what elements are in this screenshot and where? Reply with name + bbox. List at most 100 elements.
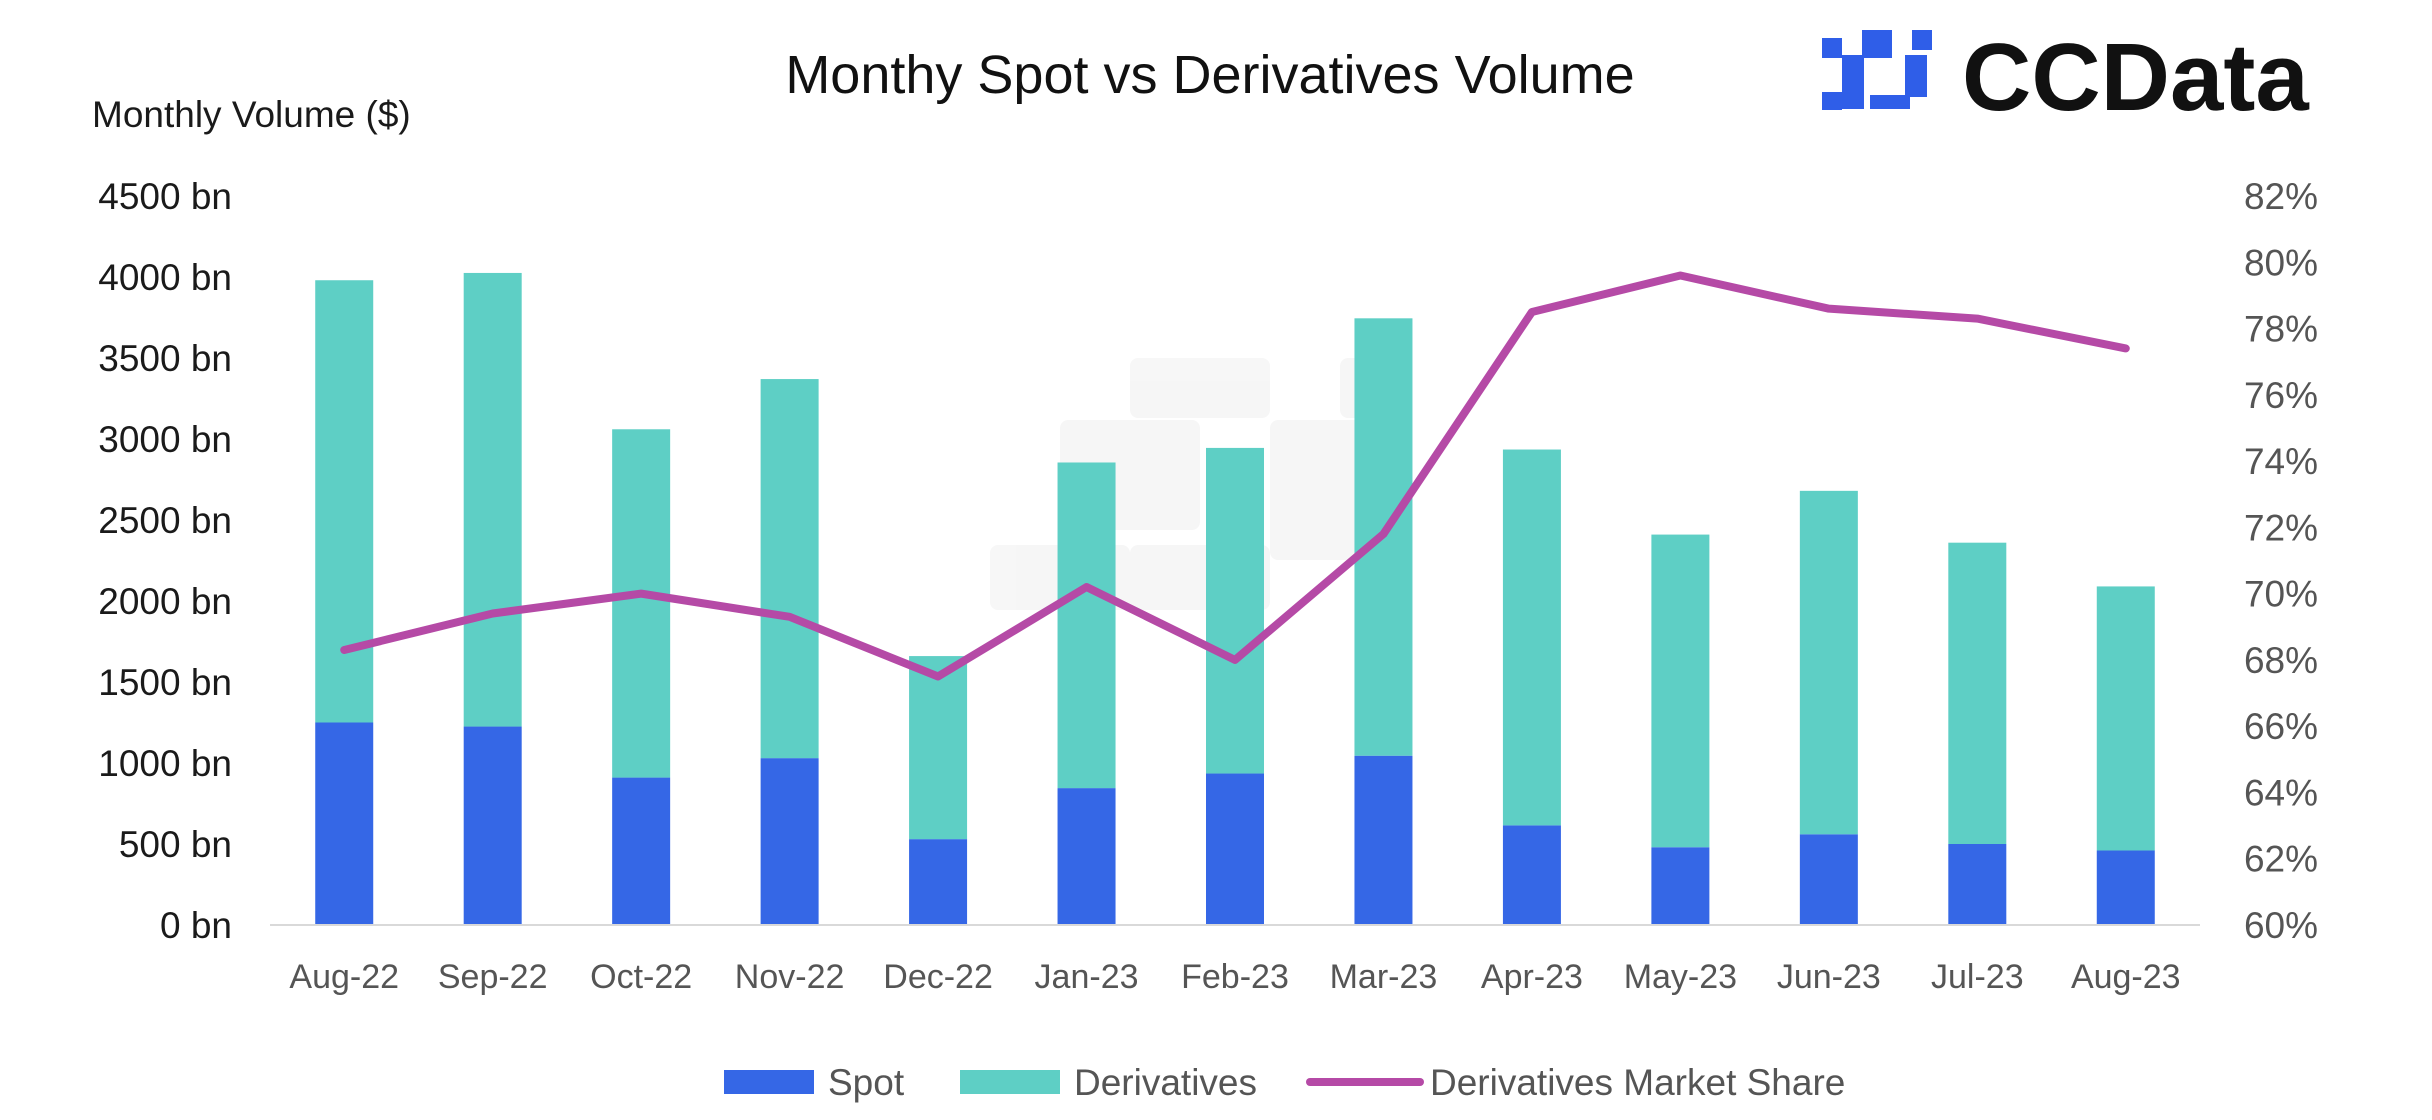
y-tick-label: 2500 bn [98,500,232,541]
logo-pixel [1862,30,1892,58]
market-share-point [492,613,494,615]
market-share-point [1828,308,1830,310]
market-share-point [937,675,939,677]
y-tick-label: 4000 bn [98,257,232,298]
x-tick-label: Sep-22 [438,958,548,996]
y2-tick-label: 60% [2244,905,2318,946]
bar-spot [1799,834,1858,925]
y-axis-title: Monthly Volume ($) [92,94,411,135]
y-tick-label: 4500 bn [98,176,232,217]
market-share-point [1086,586,1088,588]
market-share-point [789,616,791,618]
logo-pixel [1822,38,1842,58]
x-tick-label: Feb-23 [1181,958,1289,996]
x-tick-label: Apr-23 [1481,958,1583,996]
bar-derivatives [1057,462,1116,789]
bar-spot [315,722,374,925]
bar-derivatives [1948,542,2007,844]
bar-spot [463,726,522,925]
legend-label: Derivatives [1074,1062,1257,1103]
logo-pixel [1842,95,1864,109]
bar-spot [1057,788,1116,925]
y2-tick-label: 82% [2244,176,2318,217]
y2-tick-label: 68% [2244,640,2318,681]
bar-derivatives [1502,449,1561,826]
bar-derivatives [2096,586,2155,851]
bar-spot [2096,850,2155,925]
legend-swatch [960,1070,1060,1094]
x-tick-label: Dec-22 [883,958,993,996]
market-share-point [640,593,642,595]
bar-derivatives [612,429,671,778]
x-tick-label: Mar-23 [1330,958,1438,996]
bar-spot [760,758,819,925]
bar-derivatives [1799,490,1858,835]
y-tick-label: 0 bn [160,905,232,946]
bar-derivatives [909,656,968,840]
legend-item: Spot [724,1062,905,1103]
legend-label: Derivatives Market Share [1430,1062,1845,1103]
x-tick-label: Aug-23 [2071,958,2181,996]
x-tick-label: Nov-22 [735,958,845,996]
market-share-point [1976,318,1978,320]
y-tick-label: 500 bn [119,824,232,865]
logo-pixel [1912,30,1932,50]
y-tick-label: 3500 bn [98,338,232,379]
logo-pixel [1822,92,1842,110]
ccdata-logo: CCData [1822,24,2309,131]
legend-label: Spot [828,1062,905,1103]
logo-pixel [1842,55,1864,97]
bar-derivatives [1651,534,1710,848]
y2-tick-label: 64% [2244,772,2318,813]
bar-derivatives [315,280,374,723]
bar-spot [909,839,968,925]
market-share-point [2125,347,2127,349]
y2-tick-label: 78% [2244,309,2318,350]
logo-pixel [1905,55,1927,97]
market-share-point [1382,533,1384,535]
chart-title: Monthy Spot vs Derivatives Volume [785,45,1634,105]
y2-tick-label: 80% [2244,242,2318,283]
y-tick-label: 2000 bn [98,581,232,622]
x-axis: Aug-22 Sep-22 Oct-22 Nov-22 Dec-22 Jan-23 Feb-… [289,958,2180,996]
y-axis-right: 60% 62% 64% 66% 68% 70% 72% 74% 76% 78% 80% 82% [2244,176,2318,946]
brand-name: CCData [1962,24,2309,131]
y2-tick-label: 74% [2244,441,2318,482]
bar-spot [1206,773,1264,925]
legend-item: Derivatives [960,1062,1257,1103]
bar-derivatives [1206,447,1264,774]
x-tick-label: Jul-23 [1931,958,2024,996]
legend-swatch [724,1070,814,1094]
y-axis-left: 0 bn 500 bn 1000 bn 1500 bn 2000 bn 2500 bn 30… [98,176,232,946]
x-tick-label: Jan-23 [1035,958,1139,996]
legend: Spot Derivatives Derivatives Market Share [724,1062,1845,1103]
market-share-point [1234,659,1236,661]
y-tick-label: 3000 bn [98,419,232,460]
market-share-point [1531,311,1533,313]
bars-group [315,272,2155,925]
bar-spot [1354,755,1413,925]
bar-spot [612,777,671,925]
market-share-point [343,649,345,651]
legend-item: Derivatives Market Share [1306,1062,1845,1103]
y2-tick-label: 76% [2244,375,2318,416]
market-share-line-group [340,271,2130,681]
x-tick-label: Aug-22 [289,958,399,996]
bar-spot [1502,825,1561,925]
y2-tick-label: 66% [2244,706,2318,747]
y-tick-label: 1500 bn [98,662,232,703]
bar-derivatives [463,272,522,727]
watermark-logo [990,358,1410,610]
y-tick-label: 1000 bn [98,743,232,784]
market-share-point [1679,275,1681,277]
y2-tick-label: 72% [2244,507,2318,548]
bar-spot [1948,844,2007,925]
y2-tick-label: 70% [2244,574,2318,615]
logo-pixel [1870,95,1910,109]
ccdata-logo-icon [1822,30,1932,110]
x-tick-label: Jun-23 [1777,958,1881,996]
bar-derivatives [760,379,819,759]
y2-tick-label: 62% [2244,839,2318,880]
